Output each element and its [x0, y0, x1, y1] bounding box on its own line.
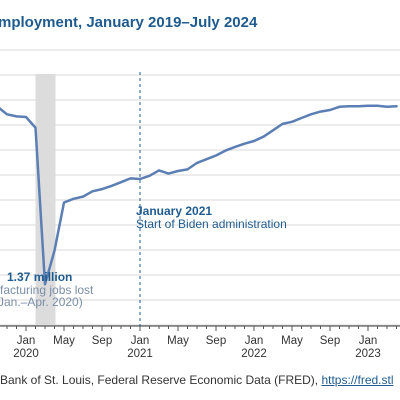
data-point — [319, 110, 322, 113]
series-layer — [0, 104, 398, 286]
data-point — [72, 197, 75, 200]
data-point — [310, 113, 312, 116]
data-point — [110, 185, 113, 187]
jobs-lost-annotation-period: Jan.–Apr. 2020) — [0, 295, 83, 309]
data-point — [82, 195, 84, 198]
x-tick-label: May — [167, 335, 189, 347]
x-tick-label: Jan — [17, 335, 36, 347]
data-point — [101, 188, 103, 191]
data-point — [224, 149, 227, 152]
data-point — [367, 104, 369, 107]
data-point — [253, 140, 255, 142]
gridlines — [0, 49, 400, 326]
data-point — [186, 168, 189, 171]
data-point — [34, 126, 37, 129]
biden-annotation-title: January 2021 — [136, 204, 212, 218]
data-point — [158, 169, 160, 172]
jobs-lost-annotation-desc: facturing jobs lost — [0, 283, 94, 297]
data-point — [243, 142, 246, 145]
data-point — [338, 105, 341, 108]
data-point — [148, 174, 151, 177]
data-point — [53, 249, 56, 252]
data-point — [376, 104, 379, 107]
biden-annotation-subtitle: Start of Biden administration — [136, 217, 287, 231]
data-point — [196, 162, 198, 164]
data-point — [395, 105, 398, 108]
x-tick-year-label: 2020 — [13, 348, 39, 360]
data-point — [177, 170, 179, 172]
data-point — [272, 129, 274, 132]
x-tick-year-label: 2021 — [127, 348, 153, 360]
x-tick-label: Sep — [320, 335, 340, 347]
x-tick-label: Jan — [245, 335, 264, 347]
x-tick-year-label: 2023 — [355, 348, 381, 360]
jobs-lost-annotation-value: 1.37 million — [7, 270, 72, 284]
data-point — [25, 116, 27, 118]
source-text: Bank of St. Louis, Federal Reserve Econo… — [0, 373, 322, 387]
data-point — [44, 283, 46, 286]
annotations: January 2021 Start of Biden administrati… — [0, 204, 287, 309]
data-point — [348, 105, 350, 108]
data-point — [120, 181, 122, 184]
data-point — [129, 177, 132, 180]
data-point — [215, 154, 217, 157]
x-tick-label: May — [53, 335, 75, 347]
data-point — [167, 172, 170, 175]
data-point — [386, 105, 388, 108]
x-tick-label: Sep — [92, 335, 112, 347]
data-point — [281, 123, 284, 125]
data-point — [262, 135, 265, 138]
data-point — [329, 109, 331, 111]
x-tick-label: Sep — [206, 335, 226, 347]
data-point — [234, 146, 236, 148]
source-link[interactable]: https://fred.stl — [321, 373, 394, 387]
x-tick-label: Jan — [359, 335, 378, 347]
data-point — [205, 158, 208, 161]
x-tick-label: May — [281, 335, 303, 347]
data-point — [91, 190, 94, 193]
data-point — [63, 201, 65, 204]
series-line — [0, 104, 398, 286]
data-point — [291, 120, 293, 123]
data-point — [15, 115, 18, 118]
source-note: Bank of St. Louis, Federal Reserve Econo… — [0, 373, 394, 387]
data-point — [357, 105, 360, 108]
x-tick-year-label: 2022 — [241, 348, 267, 360]
data-point — [139, 178, 141, 180]
x-tick-label: Jan — [131, 335, 150, 347]
data-point — [300, 117, 303, 119]
chart-title: mployment, January 2019–July 2024 — [0, 14, 258, 31]
data-point — [6, 113, 8, 116]
